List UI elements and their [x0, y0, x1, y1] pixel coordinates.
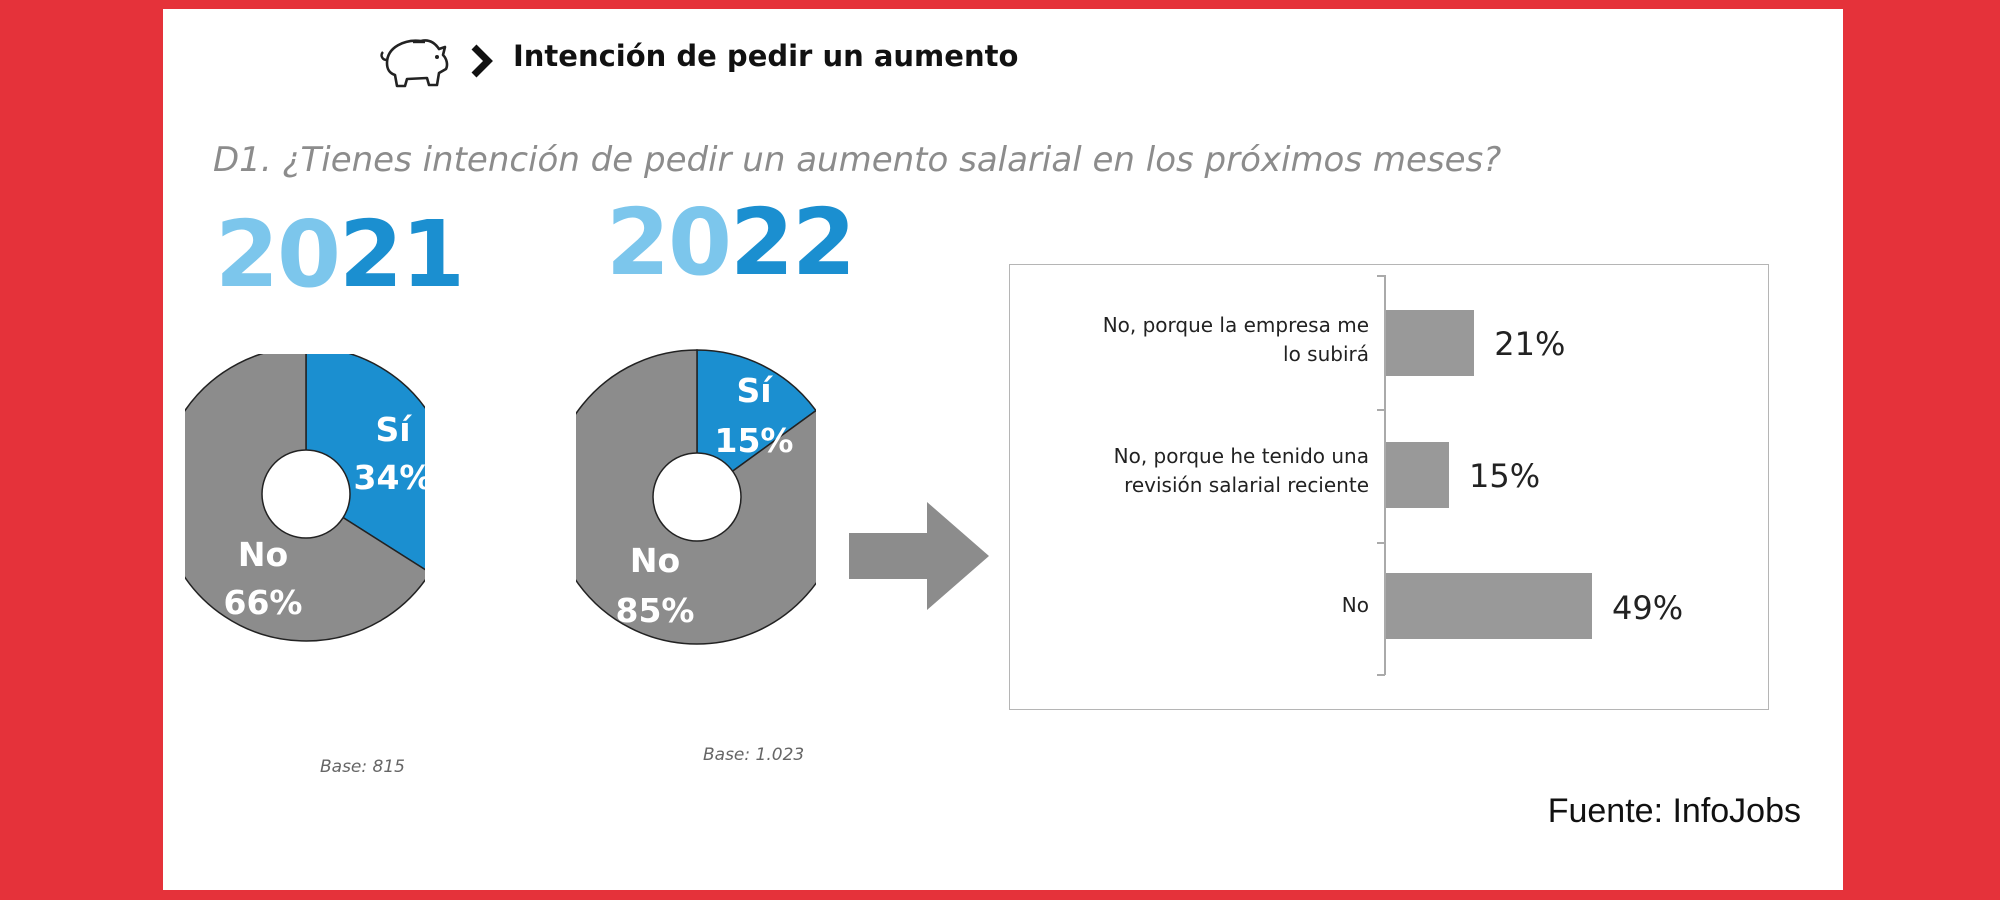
slice-label: No [238, 535, 288, 574]
donut-chart-2021: Sí 34% No 66% [185, 354, 426, 642]
section-title: Intención de pedir un aumento [513, 39, 1019, 73]
year-part: 20 [606, 189, 732, 296]
slice-label: Sí [736, 371, 773, 410]
year-part: 22 [730, 189, 856, 296]
slice-value-label: 85% [616, 591, 695, 630]
slice-label: No [630, 541, 680, 580]
chevron-right-icon [471, 44, 493, 78]
category-line: revisión salarial reciente [1124, 473, 1369, 497]
bar-empresa-subira [1386, 310, 1475, 376]
bar-category-label: No [1069, 591, 1369, 620]
category-line: lo subirá [1283, 342, 1369, 366]
category-line: No, porque he tenido una [1113, 444, 1369, 468]
bar-axis-tick [1377, 542, 1385, 544]
source-note: Fuente: InfoJobs [1547, 792, 1801, 830]
base-note-2022: Base: 1.023 [703, 745, 805, 765]
bar-value-label: 15% [1469, 457, 1541, 495]
year-title-2022: 2022 [606, 197, 856, 289]
bar-value-label: 49% [1612, 589, 1684, 627]
slice-si [696, 349, 816, 499]
base-note-2021: Base: 815 [320, 757, 405, 777]
bar-axis-line [1384, 275, 1386, 675]
piggy-bank-icon [380, 39, 449, 88]
donut-hole [652, 452, 742, 542]
bar-chart-frame [1009, 264, 1769, 710]
bar-revision-reciente [1386, 442, 1450, 508]
infographic-card: Intención de pedir un aumento D1. ¿Tiene… [163, 9, 1843, 890]
slice-value-label: 34% [354, 458, 426, 497]
survey-question: D1. ¿Tienes intención de pedir un aument… [213, 140, 1502, 180]
bar-value-label: 21% [1494, 325, 1566, 363]
year-part: 20 [215, 201, 341, 308]
donut-hole [261, 449, 351, 539]
year-title-2021: 2021 [215, 209, 465, 301]
bar-no [1386, 573, 1592, 639]
slice-label: Sí [375, 410, 412, 449]
slice-value-label: 66% [224, 583, 303, 622]
bar-axis-tick [1377, 275, 1385, 277]
donut-chart-2022: Sí 15% No 85% [576, 349, 816, 645]
bar-axis-tick [1377, 409, 1385, 411]
slice-value-label: 15% [715, 421, 794, 460]
slice-si [305, 354, 425, 571]
bar-axis-tick [1377, 674, 1385, 676]
category-line: No [1341, 593, 1369, 617]
category-line: No, porque la empresa me [1102, 313, 1369, 337]
year-part: 21 [339, 201, 465, 308]
arrow-right-icon [849, 502, 989, 610]
bar-category-label: No, porque la empresa me lo subirá [1069, 311, 1369, 369]
bar-category-label: No, porque he tenido una revisión salari… [1069, 442, 1369, 500]
